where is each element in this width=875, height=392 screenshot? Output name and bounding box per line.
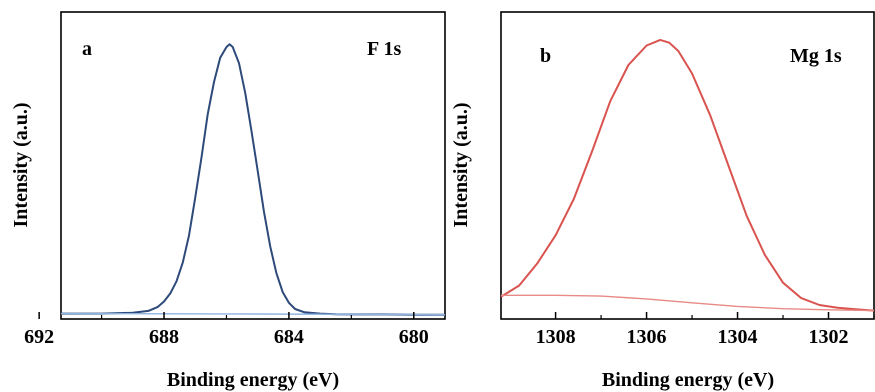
panel-a-tick-label: 680 [399, 326, 429, 348]
panel-b-tick-label: 1304 [718, 326, 758, 348]
panel-b-tick-label: 1306 [627, 326, 667, 348]
panel-a-tick-label: 692 [24, 326, 54, 348]
panel-a: 692 688 684 680 a F 1s Intensity (a.u.) Bin… [10, 11, 446, 391]
panel-a-series-1-line [60, 312, 446, 316]
panel-a-tick-label: 688 [149, 326, 179, 348]
panel-a-frame [60, 11, 446, 320]
panel-b-series-1-line [501, 294, 875, 312]
panel-b-ticks: 1308 1306 1304 1302 [536, 312, 875, 348]
panel-b-ylabel: Intensity (a.u.) [450, 102, 472, 227]
panel-a-label: a [82, 38, 92, 60]
panel-a-ticks: 692 688 684 680 [24, 312, 429, 348]
panel-b-tick-label: 1302 [809, 326, 849, 348]
panel-b-label: b [540, 45, 551, 67]
panel-b-series [500, 38, 875, 312]
panel-a-title: F 1s [367, 38, 401, 60]
panel-b: 1308 1306 1304 1302 b Mg 1s Intensity (a.u.… [450, 11, 875, 391]
panel-a-xlabel: Binding energy (eV) [167, 369, 339, 391]
panel-a-series [60, 43, 446, 316]
panel-b-frame [500, 11, 875, 320]
panel-b-xlabel: Binding energy (eV) [602, 369, 774, 391]
panel-a-tick-label: 684 [274, 326, 304, 348]
panel-b-series-0-line [500, 38, 875, 312]
panel-b-tick-label: 1308 [536, 326, 576, 348]
panel-a-series-0-line [61, 43, 445, 316]
panel-b-title: Mg 1s [790, 45, 842, 67]
panel-a-ylabel: Intensity (a.u.) [10, 102, 32, 227]
